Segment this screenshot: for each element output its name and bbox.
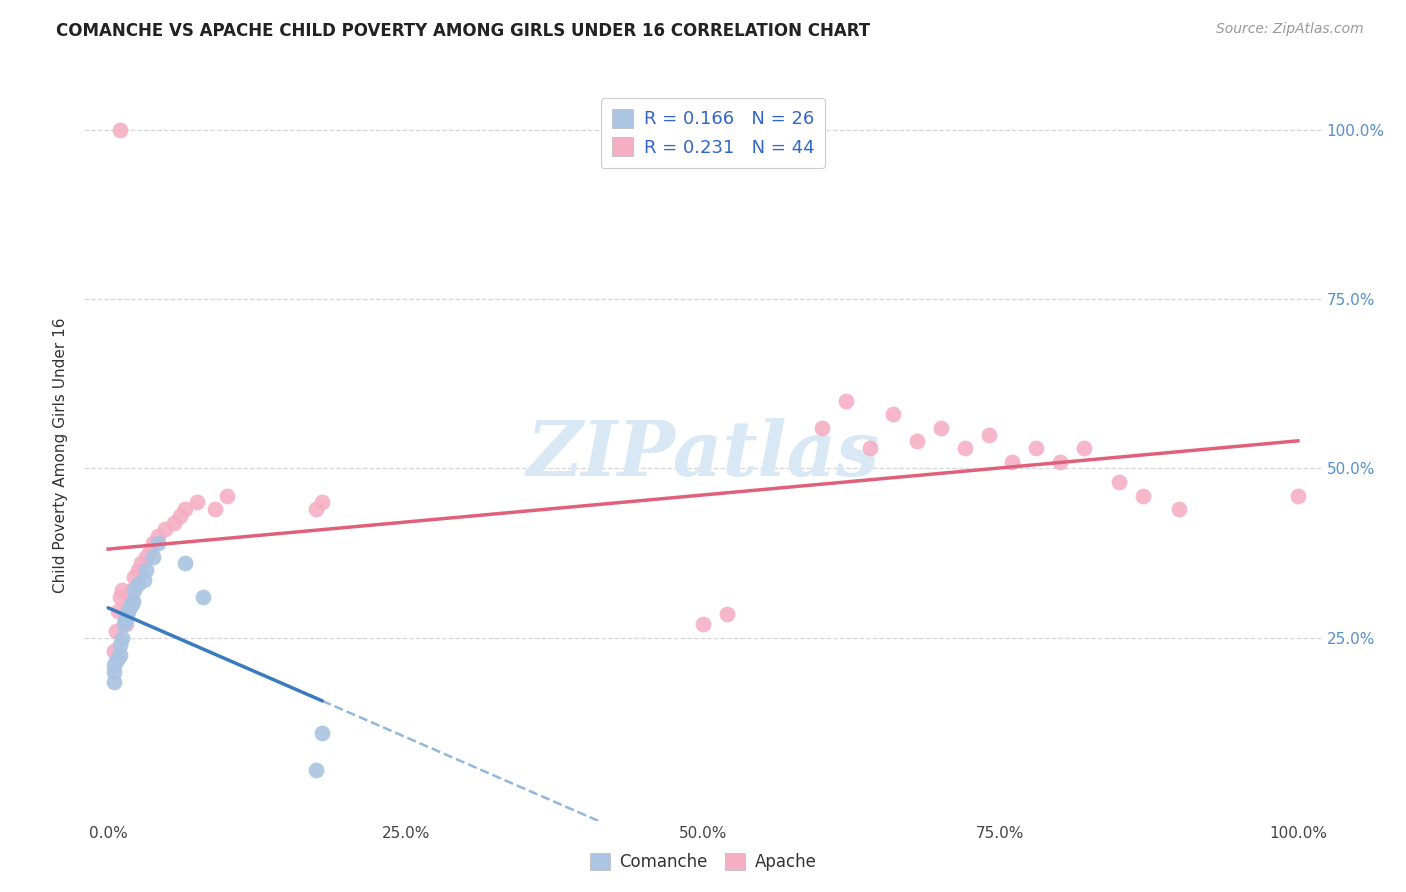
Point: [103, 657, 125, 672]
Point: [311, 495, 333, 509]
Point: [115, 607, 138, 621]
Point: [131, 556, 153, 570]
Point: [905, 434, 928, 449]
Point: [146, 529, 169, 543]
Point: [1049, 455, 1071, 469]
Text: Source: ZipAtlas.com: Source: ZipAtlas.com: [1216, 22, 1364, 37]
Point: [174, 502, 197, 516]
Point: [142, 549, 165, 564]
Point: [112, 617, 135, 632]
Point: [114, 614, 136, 628]
Legend: Comanche, Apache: Comanche, Apache: [583, 847, 823, 878]
Point: [132, 573, 155, 587]
Point: [977, 427, 1000, 442]
Text: COMANCHE VS APACHE CHILD POVERTY AMONG GIRLS UNDER 16 CORRELATION CHART: COMANCHE VS APACHE CHILD POVERTY AMONG G…: [56, 22, 870, 40]
Point: [111, 583, 134, 598]
Point: [1167, 502, 1189, 516]
Y-axis label: Child Poverty Among Girls Under 16: Child Poverty Among Girls Under 16: [53, 318, 69, 592]
Point: [217, 489, 239, 503]
Point: [135, 563, 157, 577]
Point: [127, 563, 149, 577]
Point: [103, 665, 125, 679]
Point: [121, 583, 143, 598]
Point: [1073, 441, 1095, 455]
Point: [139, 542, 162, 557]
Point: [115, 610, 138, 624]
Point: [1132, 489, 1154, 503]
Point: [155, 523, 177, 537]
Point: [305, 763, 328, 777]
Point: [105, 655, 128, 669]
Point: [882, 407, 904, 421]
Point: [311, 725, 333, 739]
Point: [305, 502, 328, 516]
Point: [105, 624, 128, 638]
Point: [174, 556, 197, 570]
Point: [103, 674, 125, 689]
Point: [162, 516, 184, 530]
Point: [1001, 455, 1024, 469]
Point: [953, 441, 976, 455]
Point: [127, 576, 149, 591]
Point: [135, 549, 157, 564]
Point: [169, 508, 191, 523]
Point: [118, 590, 141, 604]
Point: [111, 631, 134, 645]
Text: ZIPatlas: ZIPatlas: [526, 418, 880, 491]
Point: [103, 644, 125, 658]
Point: [142, 536, 165, 550]
Point: [118, 600, 141, 615]
Point: [716, 607, 738, 621]
Point: [117, 604, 139, 618]
Point: [121, 597, 143, 611]
Point: [108, 648, 131, 662]
Point: [108, 590, 131, 604]
Point: [1025, 441, 1047, 455]
Point: [835, 393, 858, 408]
Point: [108, 638, 131, 652]
Point: [929, 421, 952, 435]
Point: [124, 570, 146, 584]
Point: [692, 617, 714, 632]
Point: [186, 495, 208, 509]
Point: [1286, 489, 1309, 503]
Point: [204, 502, 226, 516]
Point: [115, 617, 138, 632]
Point: [1108, 475, 1130, 489]
Point: [858, 441, 880, 455]
Point: [193, 590, 215, 604]
Point: [115, 604, 138, 618]
Point: [146, 536, 169, 550]
Point: [108, 123, 131, 137]
Point: [107, 651, 129, 665]
Point: [122, 593, 145, 607]
Point: [124, 583, 146, 598]
Point: [811, 421, 834, 435]
Point: [107, 604, 129, 618]
